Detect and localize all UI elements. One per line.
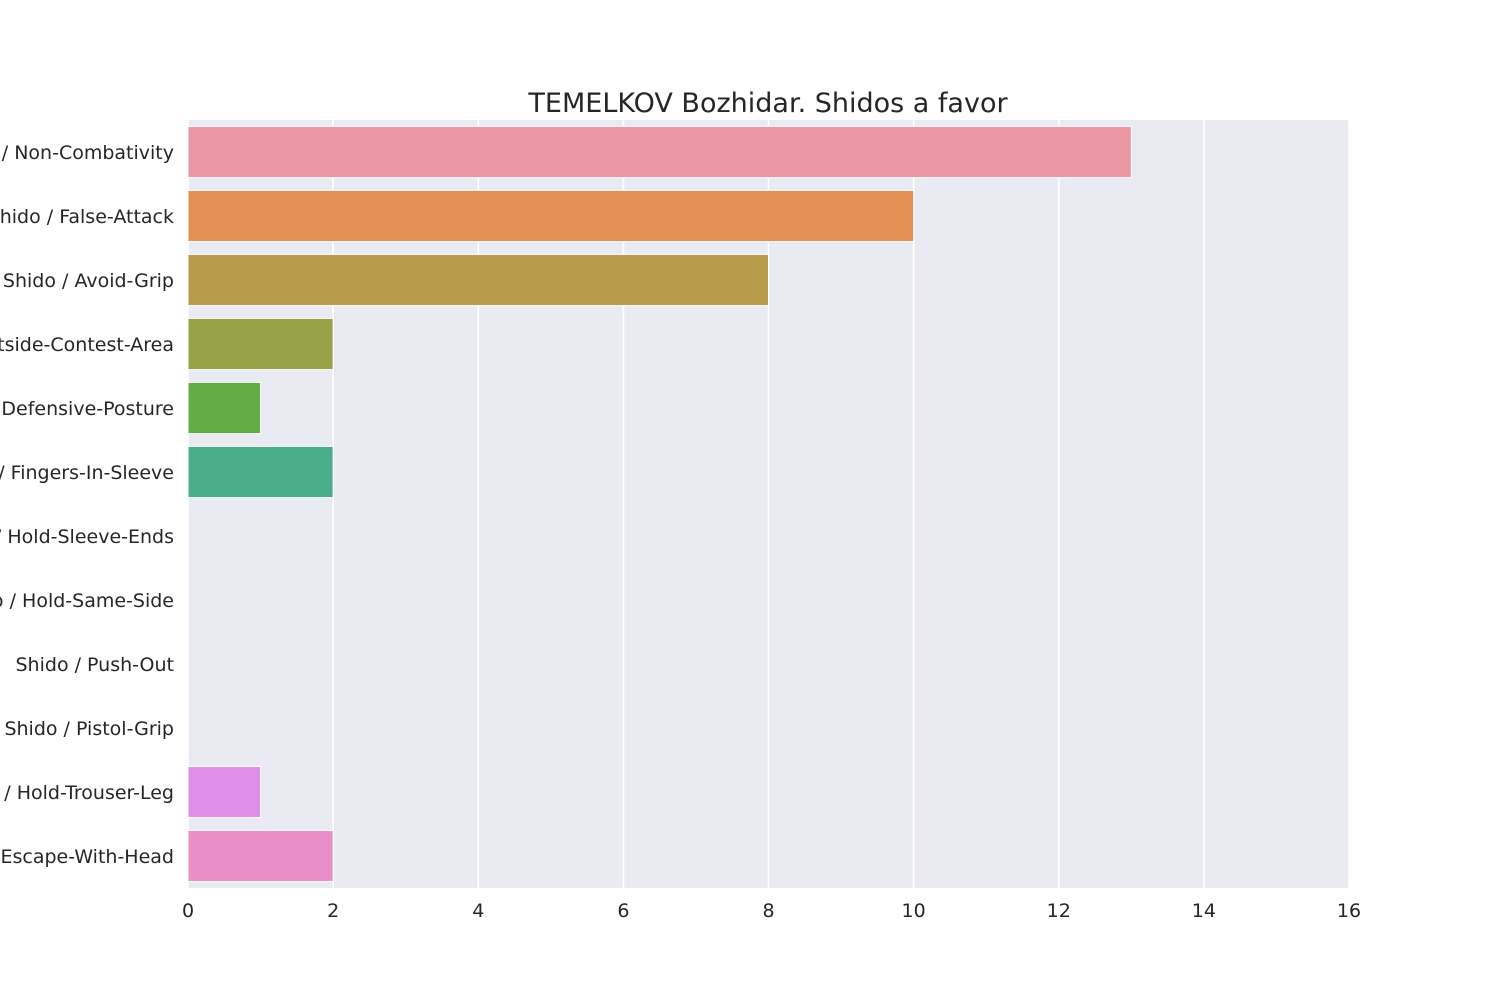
- y-category-label: Shido / Hold-Same-Side: [0, 590, 174, 612]
- x-tick-label: 8: [762, 900, 774, 922]
- bars: [187, 125, 1132, 883]
- x-tick-label: 10: [902, 900, 926, 922]
- bar: [187, 189, 915, 243]
- bar: [187, 445, 334, 499]
- y-category-label: Shido / Non-Combativity: [0, 142, 174, 164]
- y-category-label: Shido / Outside-Contest-Area: [0, 334, 174, 356]
- x-tick-label: 4: [472, 900, 484, 922]
- bar: [187, 317, 334, 371]
- chart-title: TEMELKOV Bozhidar. Shidos a favor: [527, 88, 1008, 119]
- y-category-label: Shido / Fingers-In-Sleeve: [0, 462, 174, 484]
- x-tick-label: 0: [182, 900, 194, 922]
- y-axis-labels: Shido / Non-Combativity Shido / False-Att…: [0, 142, 174, 868]
- bar: [187, 829, 334, 883]
- x-axis-ticks: 0 2 4 6 8 10 12 14 16: [182, 900, 1361, 922]
- bar: [187, 253, 769, 307]
- bar: [187, 125, 1132, 179]
- y-category-label: Shido / Hold-Trouser-Leg: [0, 782, 174, 804]
- y-category-label: Shido / Avoid-Grip: [3, 270, 174, 292]
- y-category-label: Shido / Push-Out: [16, 654, 175, 676]
- y-category-label: Shido / Escape-With-Head: [0, 846, 174, 868]
- y-category-label: Shido / Defensive-Posture: [0, 398, 174, 420]
- x-tick-label: 12: [1047, 900, 1071, 922]
- y-category-label: Shido / False-Attack: [0, 206, 174, 228]
- bar: [187, 381, 262, 435]
- grid-lines: [187, 120, 1350, 888]
- x-tick-label: 14: [1192, 900, 1216, 922]
- x-tick-label: 16: [1337, 900, 1361, 922]
- x-tick-label: 6: [617, 900, 629, 922]
- y-category-label: Shido / Hold-Sleeve-Ends: [0, 526, 174, 548]
- y-category-label: Shido / Pistol-Grip: [4, 718, 174, 740]
- x-tick-label: 2: [327, 900, 339, 922]
- bar: [187, 765, 262, 819]
